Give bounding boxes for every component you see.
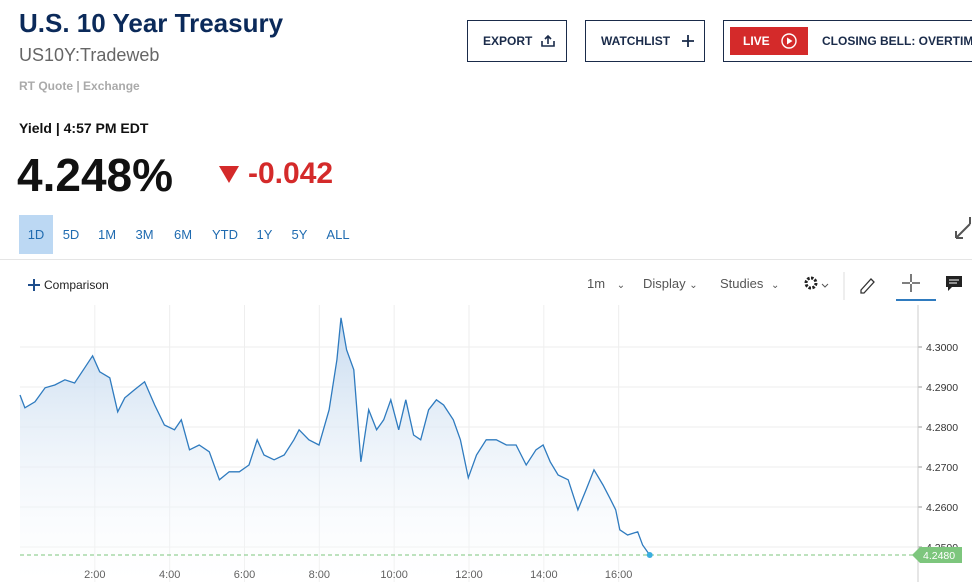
display-menu[interactable]: Display ⌄ (643, 276, 698, 291)
range-tab[interactable]: 1M (97, 227, 117, 242)
last-value-label: 4.2480 (923, 550, 955, 562)
y-tick-label: 4.2800 (926, 422, 958, 434)
y-tick-label: 4.3000 (926, 342, 958, 354)
range-tab[interactable]: 5Y (291, 227, 308, 242)
range-tab[interactable]: 1D (19, 215, 53, 254)
area (20, 317, 650, 582)
title: U.S. 10 Year Treasury (19, 8, 284, 38)
y-tick-label: 4.2900 (926, 382, 958, 394)
symbol: US10Y:Tradeweb (19, 45, 160, 65)
range-tab[interactable]: ALL (326, 227, 350, 242)
interval-label: 1m (587, 276, 606, 291)
live-show: CLOSING BELL: OVERTIME (822, 34, 972, 48)
range-tab[interactable]: 5D (62, 227, 80, 242)
quote-info: RT Quote | Exchange (19, 79, 140, 93)
comparison-button[interactable]: Comparison (28, 278, 109, 292)
comparison-label: Comparison (44, 278, 109, 292)
y-tick-label: 4.2700 (926, 462, 958, 474)
quote-label: Yield | 4:57 PM EDT (19, 120, 149, 136)
range-tab[interactable]: 6M (173, 227, 193, 242)
divider (0, 259, 972, 260)
quote-price: 4.248% (17, 149, 174, 201)
toolbar-icons (804, 272, 962, 301)
range-tab[interactable]: 3M (135, 227, 154, 242)
export-icon (541, 34, 556, 47)
y-tick-label: 4.2600 (926, 502, 958, 514)
active-indicator (896, 299, 936, 301)
plus-icon (28, 279, 40, 291)
draw-icon[interactable] (860, 278, 875, 294)
live-button[interactable]: LIVE CLOSING BELL: OVERTIME (723, 20, 972, 62)
display-label: Display (643, 276, 686, 291)
crosshair-icon[interactable] (902, 274, 920, 292)
studies-label: Studies (720, 276, 764, 291)
export-label: EXPORT (483, 34, 533, 48)
range-tab[interactable]: 1Y (256, 227, 273, 242)
line (19, 317, 651, 556)
range-tab[interactable]: YTD (212, 227, 238, 242)
last-point (646, 552, 653, 558)
live-label: LIVE (743, 34, 770, 48)
comment-lines (949, 279, 959, 284)
quote-change: -0.042 (248, 157, 334, 190)
live-badge: LIVE (730, 27, 808, 55)
chevron (821, 283, 829, 288)
last-value-tag (912, 547, 962, 563)
gear-icon[interactable] (804, 276, 818, 290)
studies-menu[interactable]: Studies ⌄ (720, 276, 780, 291)
watchlist-button[interactable]: WATCHLIST (585, 20, 705, 62)
export-button[interactable]: EXPORT (467, 20, 567, 62)
interval-menu[interactable]: 1m ⌄ (587, 276, 626, 291)
expand-icon[interactable] (953, 216, 972, 240)
plus-icon (682, 35, 695, 47)
watchlist-label: WATCHLIST (601, 34, 671, 48)
play-icon (780, 33, 797, 49)
down-arrow (219, 166, 239, 183)
